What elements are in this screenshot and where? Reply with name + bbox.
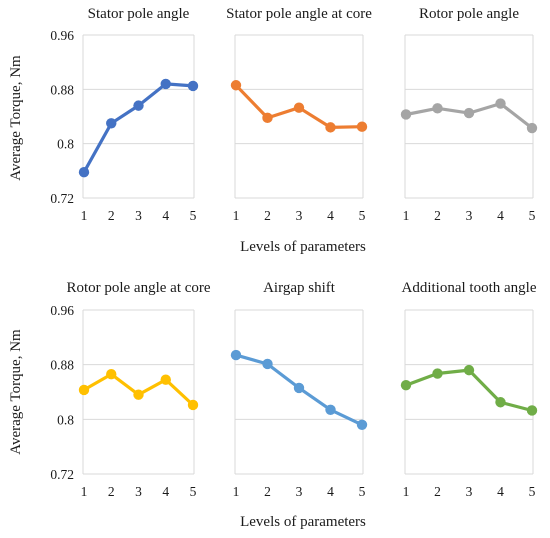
data-point — [78, 166, 90, 178]
data-point — [262, 358, 273, 370]
data-point — [432, 368, 443, 379]
x-tick-label: 2 — [434, 208, 441, 223]
data-point — [106, 118, 117, 129]
chart-title: Rotor pole angle at core — [66, 280, 210, 296]
data-point — [133, 389, 144, 400]
chart-panel-6: Additional tooth angle 1 2 3 4 5 — [400, 280, 538, 499]
data-point — [187, 399, 199, 411]
y-tick-label: 0.8 — [57, 137, 74, 152]
series-line — [404, 368, 534, 413]
x-tick-label: 4 — [327, 208, 334, 223]
x-tick-label: 1 — [81, 208, 88, 223]
y-tick-label: 0.72 — [50, 191, 74, 206]
data-point — [325, 404, 336, 415]
chart-title: Airgap shift — [263, 280, 336, 296]
x-tick-label: 5 — [359, 208, 366, 223]
data-point — [356, 121, 368, 132]
x-tick-label: 1 — [403, 208, 410, 223]
x-tick-label: 3 — [296, 208, 303, 223]
x-tick-label: 5 — [190, 208, 197, 223]
x-tick-label: 5 — [190, 484, 197, 499]
data-point — [463, 107, 475, 119]
data-point — [400, 379, 412, 391]
data-point — [526, 122, 538, 134]
chart-title: Rotor pole angle — [419, 6, 519, 22]
y-axis-label-top: Average Torque, Nm — [8, 55, 24, 181]
chart-title: Stator pole angle at core — [226, 6, 372, 22]
y-tick-label: 0.72 — [50, 467, 74, 482]
data-point — [432, 103, 443, 114]
x-tick-label: 3 — [135, 484, 142, 499]
data-point — [106, 369, 117, 380]
x-tick-label: 5 — [359, 484, 366, 499]
x-tick-label: 1 — [403, 484, 410, 499]
y-axis-label-bottom: Average Torque, Nm — [8, 329, 24, 455]
chart-panel-3: Rotor pole angle 1 2 3 4 5 — [400, 6, 538, 223]
chart-title: Additional tooth angle — [402, 280, 537, 296]
data-point — [293, 102, 305, 113]
x-tick-label: 2 — [264, 484, 271, 499]
data-point — [230, 349, 242, 361]
x-tick-label: 4 — [162, 208, 169, 223]
x-tick-label: 3 — [466, 208, 473, 223]
data-point — [495, 98, 506, 109]
y-tick-label: 0.88 — [50, 82, 74, 97]
x-tick-label: 4 — [162, 484, 169, 499]
x-tick-label: 2 — [108, 484, 115, 499]
x-tick-label: 3 — [466, 484, 473, 499]
data-point — [526, 405, 538, 416]
data-point — [160, 78, 171, 90]
x-tick-label: 5 — [529, 484, 536, 499]
data-point — [187, 80, 199, 92]
y-tick-label: 0.8 — [57, 412, 74, 427]
x-tick-label: 1 — [233, 484, 240, 499]
data-point — [78, 384, 90, 396]
x-tick-label: 2 — [108, 208, 115, 223]
x-tick-label: 3 — [296, 484, 303, 499]
y-tick-label: 0.96 — [50, 303, 74, 318]
data-point — [325, 122, 336, 133]
y-tick-label: 0.88 — [50, 358, 74, 373]
x-tick-label: 1 — [81, 484, 88, 499]
chart-panel-2: Stator pole angle at core 1 2 3 4 5 — [226, 6, 372, 223]
data-point — [160, 374, 171, 385]
x-tick-label: 3 — [135, 208, 142, 223]
x-tick-label: 2 — [264, 208, 271, 223]
x-axis-label-top: Levels of parameters — [240, 239, 366, 255]
x-tick-label: 1 — [233, 208, 240, 223]
x-tick-label: 4 — [497, 484, 504, 499]
chart-panel-4: Rotor pole angle at core 0.72 0.8 0.88 0.96 1… — [50, 280, 211, 499]
data-point — [400, 109, 412, 120]
x-tick-label: 4 — [497, 208, 504, 223]
series-line — [82, 82, 195, 174]
x-axis-label-bottom: Levels of parameters — [240, 514, 366, 530]
chart-panel-5: Airgap shift 1 2 3 4 5 — [230, 280, 368, 499]
data-point — [230, 80, 242, 91]
y-tick-label: 0.96 — [50, 28, 74, 43]
data-point — [356, 419, 368, 430]
data-point — [293, 382, 305, 394]
data-point — [463, 364, 475, 376]
x-tick-label: 4 — [327, 484, 334, 499]
data-point — [133, 100, 144, 111]
data-point — [495, 397, 506, 408]
x-tick-label: 5 — [529, 208, 536, 223]
chart-title: Stator pole angle — [88, 6, 190, 22]
chart-panel-1: Stator pole angle 0.72 0.8 0.88 0.96 1 2 3 4 5 — [50, 6, 199, 223]
data-point — [262, 112, 273, 124]
x-tick-label: 2 — [434, 484, 441, 499]
